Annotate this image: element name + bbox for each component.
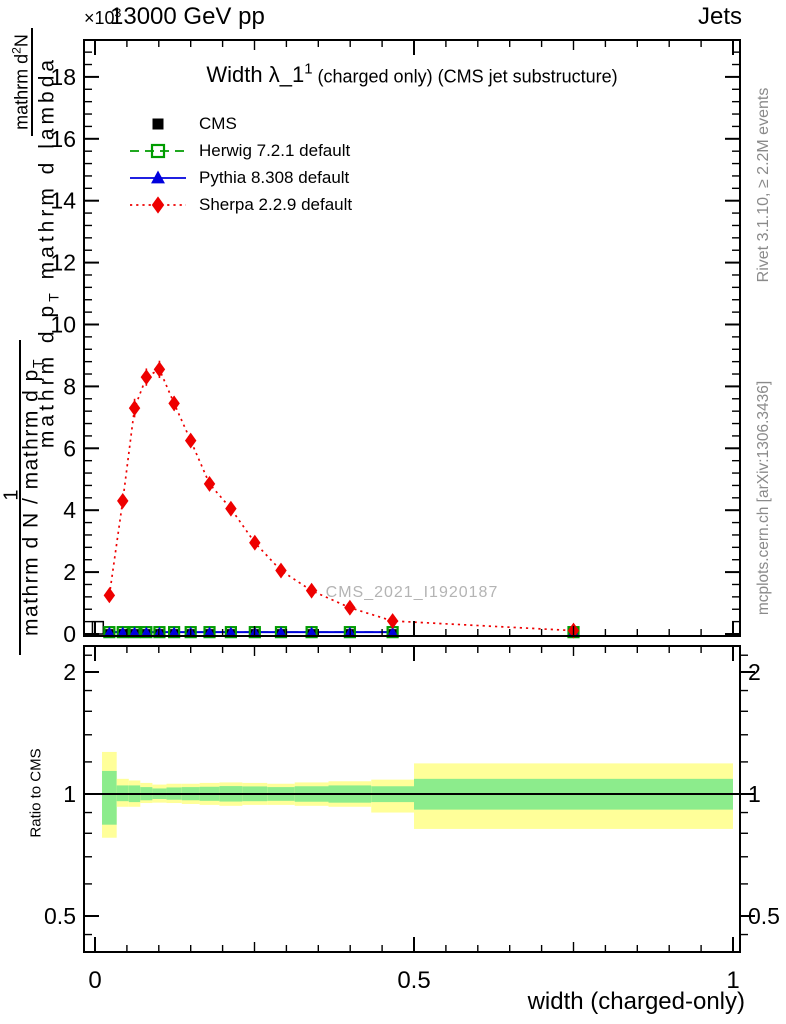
tick-label: 1 [63, 781, 76, 807]
ratio-uncertainty-bands [84, 751, 740, 838]
axis-ticks [84, 40, 755, 952]
legend-item-label: Sherpa 2.2.9 default [199, 194, 353, 214]
x-axis-label: width (charged-only) [527, 988, 745, 1015]
analysis-id-watermark: CMS_2021_I1920187 [325, 584, 499, 601]
tick-label: 18 [50, 64, 76, 90]
tick-label: 2 [63, 559, 76, 585]
marker-diamond-filled [153, 361, 166, 378]
marker-diamond-filled [117, 492, 129, 509]
tick-label: 6 [63, 435, 76, 461]
marker-square-open [150, 143, 166, 158]
legend-marker-triangle-filled [130, 170, 186, 183]
plot-title-qualifier: (charged only) (CMS jet substructure) [312, 66, 618, 87]
marker-diamond-filled [249, 534, 261, 551]
marker-diamond-filled [168, 395, 180, 412]
marker-diamond-filled [103, 587, 116, 604]
marker-triangle-filled [225, 626, 237, 637]
marker-diamond-filled [128, 400, 141, 416]
marker-triangle-filled [306, 626, 317, 637]
marker-diamond-filled [203, 475, 216, 492]
tick-label: 0.5 [748, 903, 780, 929]
y-axis-fraction2-numerator: mathrm d2N [9, 34, 32, 130]
frame [83, 39, 741, 637]
tick-label: 10 [50, 312, 76, 338]
marker-diamond-filled [344, 599, 356, 616]
tick-label: 0 [63, 621, 76, 647]
tick-label: 8 [63, 373, 76, 399]
tick-label: 14 [50, 188, 76, 214]
marker-diamond-filled [225, 500, 237, 517]
band-green [102, 770, 117, 825]
marker-triangle-filled [117, 626, 128, 637]
series-line [108, 368, 574, 632]
frame [83, 645, 741, 953]
mcplots-reference-note: mcplots.cern.ch [arXiv:1306.3436] [755, 380, 772, 616]
tick-label: 1 [748, 781, 761, 807]
beam-energy-label: 13000 GeV pp [110, 3, 265, 30]
tick-label: 12 [50, 250, 76, 276]
marker-diamond-filled [184, 432, 197, 449]
marker-triangle-filled [387, 626, 398, 637]
legend-marker-square-filled [152, 118, 164, 129]
marker-diamond-filled [151, 195, 165, 214]
y-axis-fraction2-bar [31, 28, 33, 136]
legend-item-label: Pythia 8.308 default [199, 167, 350, 187]
marker-square-filled [152, 118, 164, 129]
plot-title-observable: Width λ_11 [206, 61, 313, 88]
plot-title: Width λ_11 (charged only) (CMS jet subst… [84, 61, 740, 88]
panel-frames [83, 39, 741, 953]
tick-label: 2 [748, 659, 761, 685]
legend-item-label: CMS [199, 113, 237, 133]
tick-label: 16 [50, 126, 76, 152]
y-axis-fraction1-bar [19, 340, 21, 655]
legend: CMS Herwig 7.2.1 default Pythia 8.308 defa… [127, 110, 352, 218]
y-axis-fraction2-denominator: mathrm d pT mathrm d lambda [35, 55, 63, 449]
tick-label: 0 [88, 967, 101, 994]
tick-label: 0.5 [44, 903, 76, 929]
marker-triangle-filled [168, 626, 180, 637]
legend-item: Herwig 7.2.1 default [127, 137, 352, 164]
tick-label: 4 [63, 497, 76, 523]
tick-label: 0.5 [397, 967, 430, 994]
y-axis-scale-exponent: ×103 [84, 6, 122, 28]
legend-item: Sherpa 2.2.9 default [127, 191, 352, 218]
tick-label: 2 [63, 659, 76, 685]
tick-label: 1 [726, 967, 739, 994]
analysis-group-label: Jets [697, 3, 742, 30]
marker-diamond-filled [275, 562, 287, 579]
marker-diamond-filled [140, 369, 153, 386]
rivet-version-note: Rivet 3.1.10, ≥ 2.2M events [755, 87, 772, 283]
legend-item: Pythia 8.308 default [127, 164, 352, 191]
marker-triangle-filled [204, 626, 215, 637]
marker-diamond-filled [386, 613, 399, 629]
marker-triangle-filled [151, 170, 165, 183]
legend-marker-square-open [130, 143, 186, 158]
ratio-axis-label: Ratio to CMS [27, 748, 45, 838]
marker-triangle-filled [275, 626, 287, 637]
marker-triangle-filled [104, 626, 115, 637]
legend-item: CMS [127, 110, 352, 137]
marker-diamond-filled [305, 582, 318, 599]
legend-item-label: Herwig 7.2.1 default [199, 140, 351, 160]
marker-triangle-filled [129, 626, 140, 637]
legend-marker-diamond-filled [130, 195, 186, 214]
marker-triangle-filled [141, 626, 152, 637]
